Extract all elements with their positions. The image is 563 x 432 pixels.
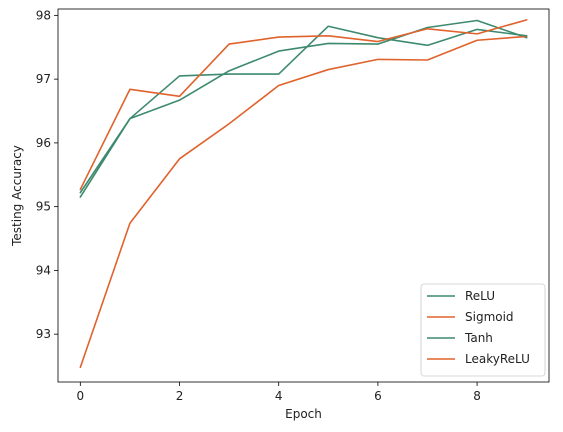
series-line-relu xyxy=(79,19,528,198)
plot-frame xyxy=(57,8,550,383)
series-lines xyxy=(79,19,528,369)
x-tick-label: 6 xyxy=(374,389,382,403)
legend-label-relu: ReLU xyxy=(465,289,495,303)
series-line-tanh xyxy=(79,25,528,194)
y-tick-label: 97 xyxy=(36,72,51,86)
legend-box xyxy=(420,283,546,377)
y-axis-label: Testing Accuracy xyxy=(10,145,24,247)
legend-entries: ReLU Sigmoid Tanh LeakyReLU xyxy=(427,289,530,366)
x-tick-label: 4 xyxy=(275,389,283,403)
series-line-sigmoid xyxy=(79,35,528,369)
x-tick-label: 2 xyxy=(176,389,184,403)
legend-label-sigmoid: Sigmoid xyxy=(465,310,514,324)
y-tick-label: 93 xyxy=(36,327,51,341)
y-tick-label: 96 xyxy=(36,136,51,150)
y-tick-label: 94 xyxy=(36,263,51,277)
y-tick-label: 98 xyxy=(36,8,51,22)
x-axis-label: Epoch xyxy=(285,407,322,421)
legend-label-tanh: Tanh xyxy=(464,331,493,345)
x-tick-label: 0 xyxy=(76,389,84,403)
x-tick-label: 8 xyxy=(473,389,481,403)
x-axis-ticks: 0 2 4 6 8 xyxy=(76,382,481,403)
legend: ReLU Sigmoid Tanh LeakyReLU xyxy=(420,283,546,377)
legend-label-leakyrelu: LeakyReLU xyxy=(465,352,530,366)
y-axis-ticks: 93 94 95 96 97 98 xyxy=(36,8,58,341)
y-tick-label: 95 xyxy=(36,200,51,214)
series-line-leakyrelu xyxy=(79,19,528,191)
